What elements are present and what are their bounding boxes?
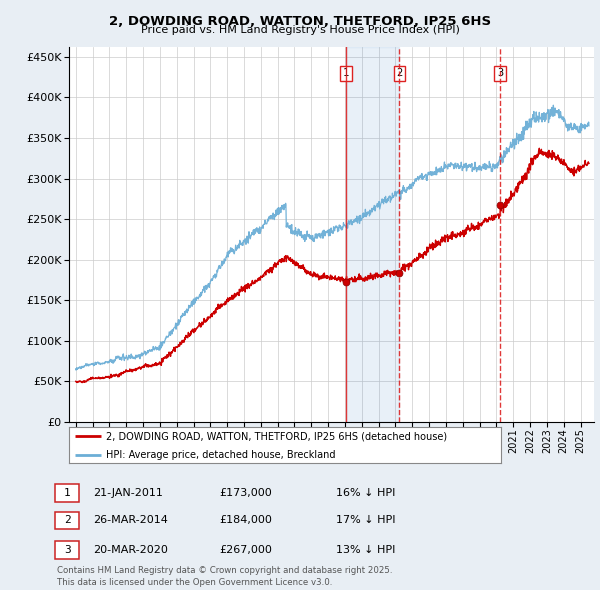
- Text: £173,000: £173,000: [219, 488, 272, 497]
- Text: £267,000: £267,000: [219, 545, 272, 555]
- Text: 1: 1: [64, 488, 71, 497]
- Text: 2, DOWDING ROAD, WATTON, THETFORD, IP25 6HS: 2, DOWDING ROAD, WATTON, THETFORD, IP25 …: [109, 15, 491, 28]
- Text: 2, DOWDING ROAD, WATTON, THETFORD, IP25 6HS (detached house): 2, DOWDING ROAD, WATTON, THETFORD, IP25 …: [106, 431, 447, 441]
- Text: 17% ↓ HPI: 17% ↓ HPI: [336, 516, 395, 525]
- Text: 16% ↓ HPI: 16% ↓ HPI: [336, 488, 395, 497]
- Text: Contains HM Land Registry data © Crown copyright and database right 2025.
This d: Contains HM Land Registry data © Crown c…: [57, 566, 392, 587]
- Text: 1: 1: [343, 68, 349, 78]
- Text: £184,000: £184,000: [219, 516, 272, 525]
- Bar: [346, 47, 400, 422]
- Text: Price paid vs. HM Land Registry's House Price Index (HPI): Price paid vs. HM Land Registry's House …: [140, 25, 460, 35]
- Text: HPI: Average price, detached house, Breckland: HPI: Average price, detached house, Brec…: [106, 450, 335, 460]
- Text: 3: 3: [497, 68, 503, 78]
- Text: 2: 2: [64, 516, 71, 525]
- Text: 20-MAR-2020: 20-MAR-2020: [93, 545, 168, 555]
- Text: 13% ↓ HPI: 13% ↓ HPI: [336, 545, 395, 555]
- Text: 26-MAR-2014: 26-MAR-2014: [93, 516, 168, 525]
- Text: 2: 2: [396, 68, 403, 78]
- Text: 3: 3: [64, 545, 71, 555]
- Text: 21-JAN-2011: 21-JAN-2011: [93, 488, 163, 497]
